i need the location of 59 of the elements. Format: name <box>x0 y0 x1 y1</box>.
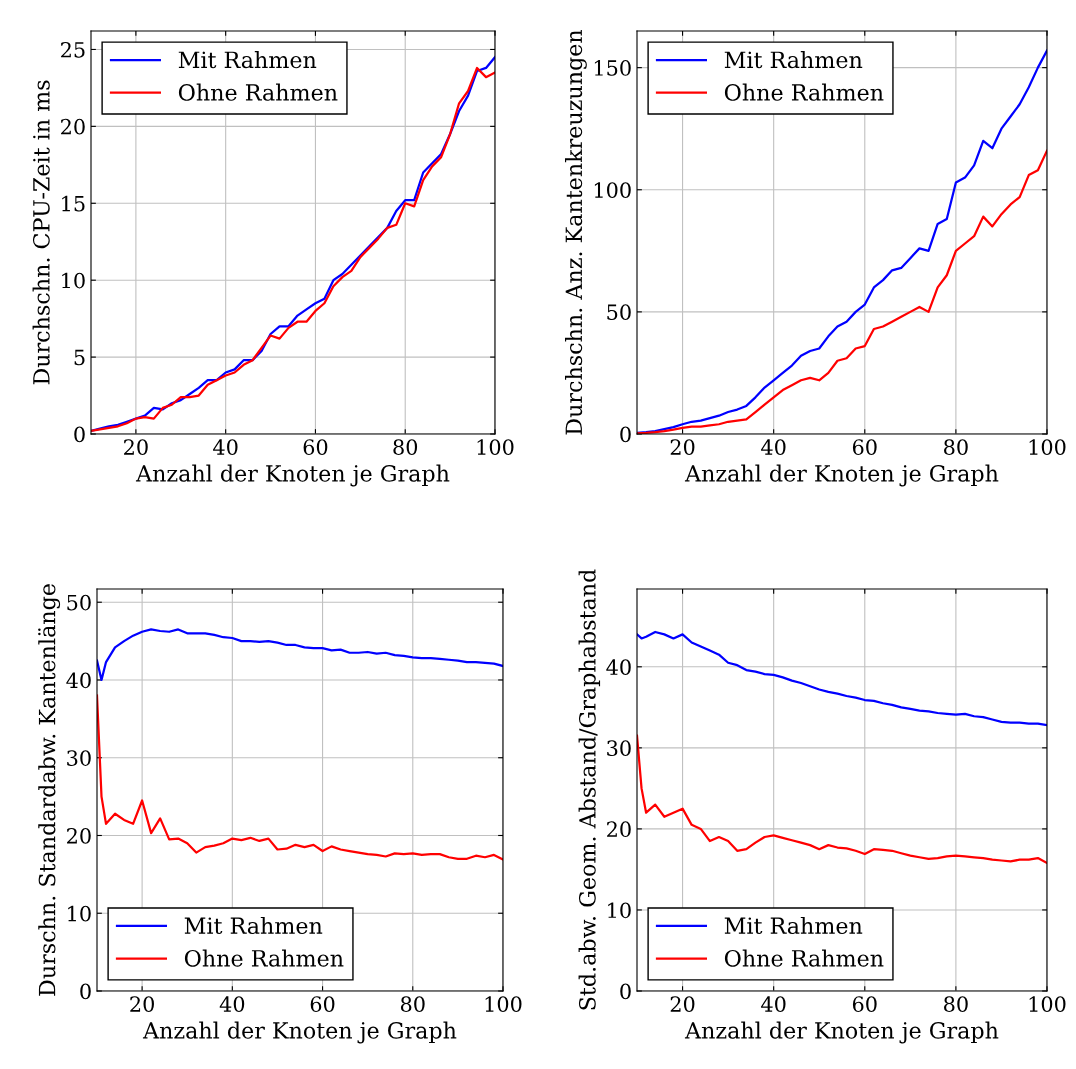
x-tick-label: 100 <box>1029 996 1066 1012</box>
x-tick-label: 40 <box>761 996 786 1012</box>
x-tick-label: 20 <box>670 996 695 1012</box>
legend-label: Mit Rahmen <box>724 51 863 69</box>
y-tick-label: 10 <box>62 272 85 289</box>
y-tick-label: 0 <box>620 983 631 1000</box>
x-tick-label: 60 <box>852 996 877 1012</box>
x-tick-label: 80 <box>393 439 418 455</box>
x-tick-label: 40 <box>219 996 245 1012</box>
line-series <box>637 630 1047 727</box>
y-tick-label: 100 <box>594 182 631 198</box>
y-axis-title: Durchschn. Anz. Kantenkreuzungen <box>564 29 587 435</box>
y-tick-label: 150 <box>594 60 631 76</box>
legend-label: Mit Rahmen <box>184 916 323 935</box>
legend-label: Ohne Rahmen <box>724 83 884 101</box>
y-axis-title: Durchschn. CPU-Zeit in ms <box>32 80 50 385</box>
line-series <box>97 628 503 682</box>
y-tick-label: 0 <box>80 983 91 1000</box>
x-tick-label: 80 <box>944 996 968 1012</box>
x-axis-title: Anzahl der Knoten je Graph <box>684 1021 999 1044</box>
x-tick-label: 20 <box>124 439 148 455</box>
y-tick-label: 40 <box>606 659 631 676</box>
y-tick-label: 0 <box>620 426 631 443</box>
y-axis-title: Std.abw. Geom. Abstand/Graphabstand <box>578 569 601 1010</box>
x-tick-label: 60 <box>303 439 328 455</box>
y-tick-label: 50 <box>607 304 631 321</box>
y-tick-label: 20 <box>607 821 631 838</box>
x-tick-label: 60 <box>852 439 877 455</box>
y-tick-label: 5 <box>74 349 85 366</box>
x-tick-label: 20 <box>130 996 154 1012</box>
y-tick-label: 10 <box>608 902 631 919</box>
x-tick-label: 80 <box>944 439 968 455</box>
x-tick-label: 40 <box>761 439 786 455</box>
x-tick-label: 100 <box>1029 439 1066 455</box>
y-tick-label: 25 <box>61 41 85 58</box>
y-tick-label: 50 <box>67 594 91 611</box>
x-tick-label: 40 <box>213 439 238 455</box>
y-tick-label: 20 <box>61 118 85 135</box>
y-tick-label: 15 <box>62 195 85 212</box>
y-tick-label: 30 <box>607 740 631 757</box>
x-axis-title: Anzahl der Knoten je Graph <box>684 464 999 487</box>
y-tick-label: 0 <box>74 426 85 443</box>
x-tick-label: 100 <box>477 439 514 455</box>
legend-label: Ohne Rahmen <box>184 949 344 967</box>
x-tick-label: 100 <box>485 996 522 1012</box>
y-tick-label: 10 <box>68 905 91 922</box>
x-tick-label: 80 <box>400 996 425 1012</box>
legend-label: Mit Rahmen <box>178 51 317 69</box>
legend-label: Mit Rahmen <box>724 916 863 935</box>
x-axis-title: Anzahl der Knoten je Graph <box>142 1021 457 1044</box>
y-tick-label: 20 <box>67 827 91 844</box>
y-axis-title: Durschn. Standardabw. Kantenlänge <box>38 584 61 996</box>
x-tick-label: 60 <box>310 996 335 1012</box>
y-tick-label: 30 <box>67 750 91 766</box>
legend-label: Ohne Rahmen <box>724 949 884 967</box>
x-tick-label: 20 <box>670 439 695 455</box>
x-axis-title: Anzahl der Knoten je Graph <box>135 464 450 487</box>
legend-label: Ohne Rahmen <box>178 83 338 101</box>
y-tick-label: 40 <box>66 672 91 689</box>
